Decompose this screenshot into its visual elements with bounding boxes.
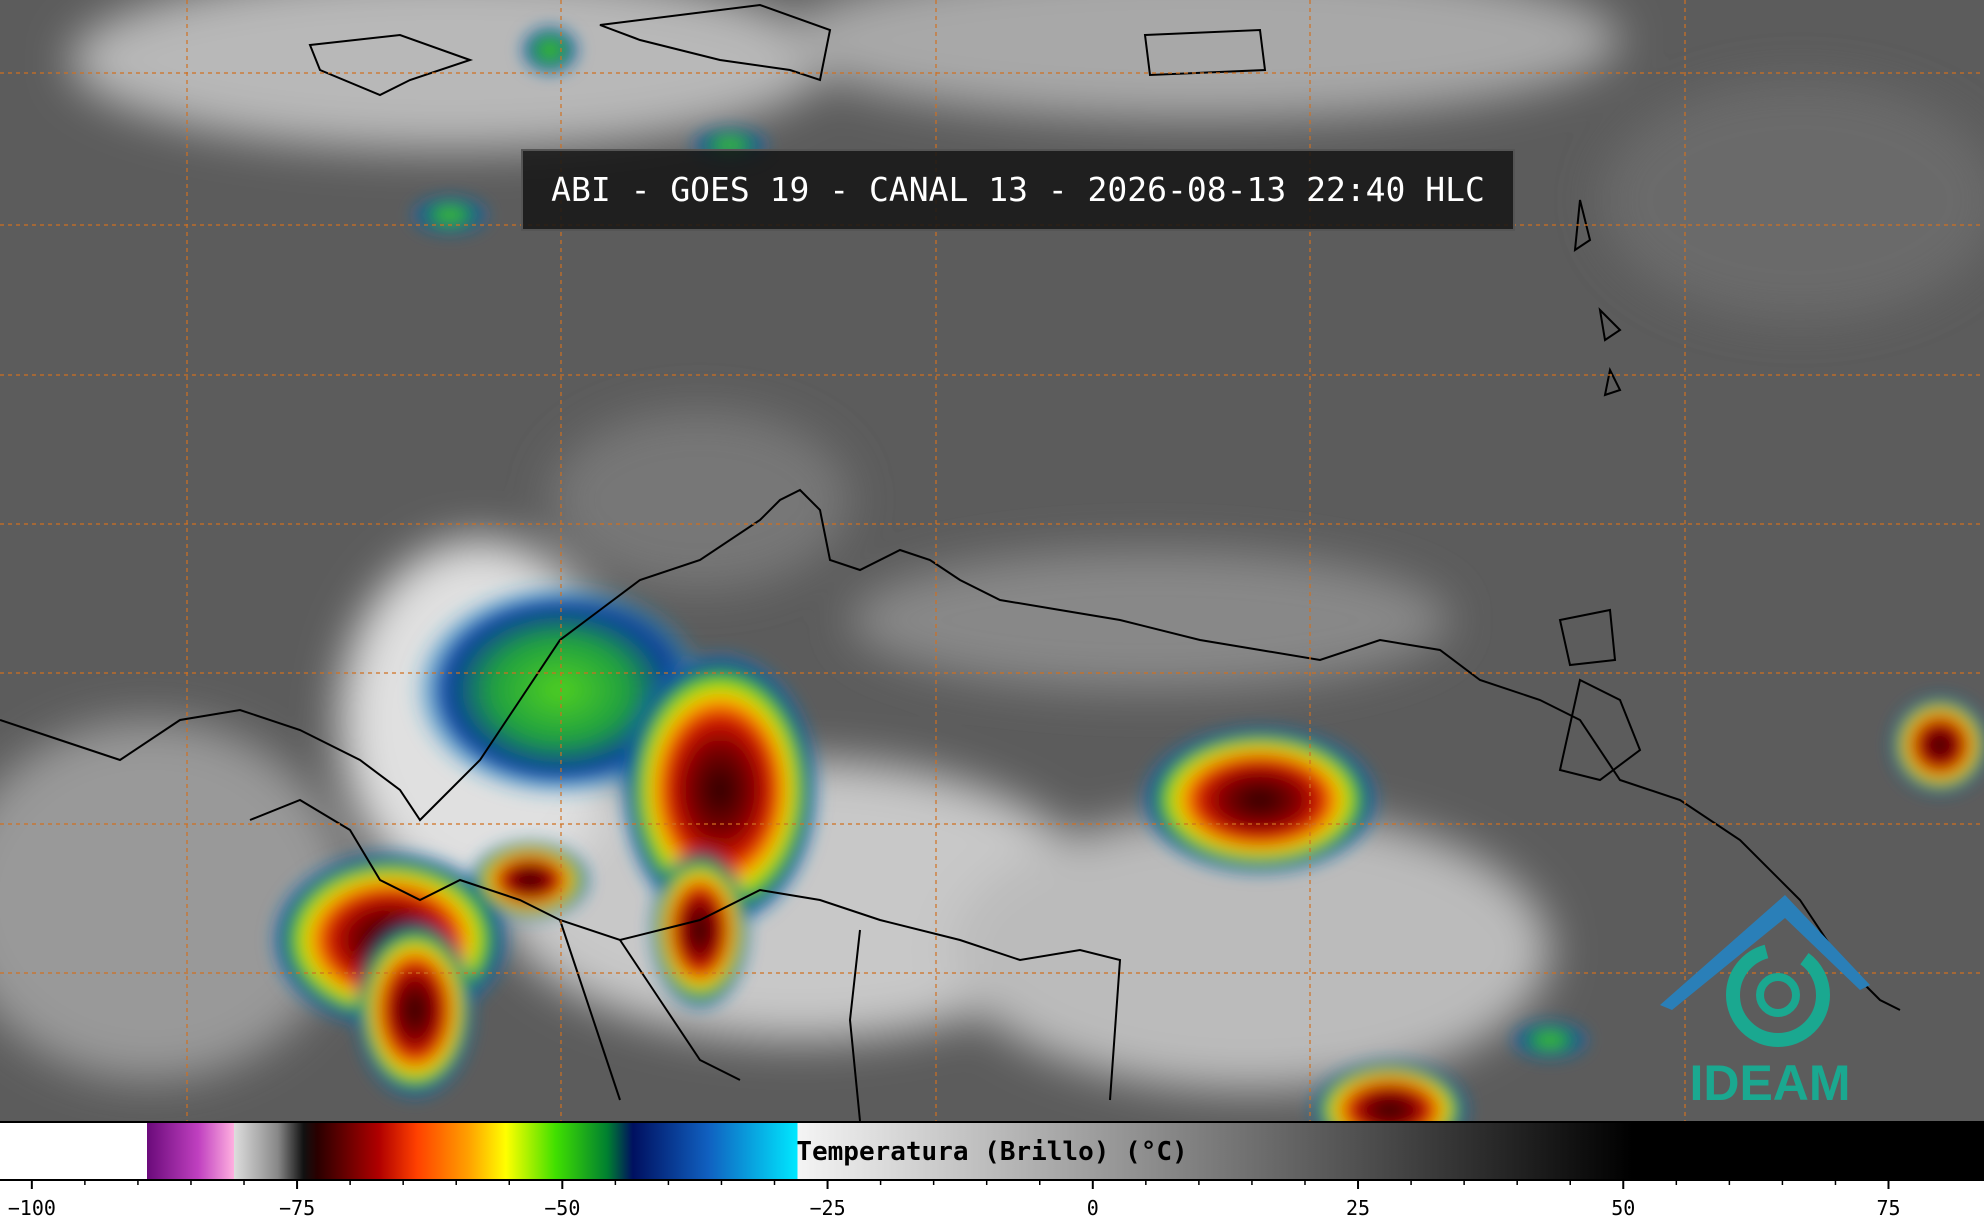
- colorbar-axis: −100 −75 −50 −25 0 25 50 75: [8, 1179, 1901, 1220]
- colorbar: [0, 1121, 1984, 1181]
- tick-label: −25: [809, 1196, 845, 1220]
- tick-label: 0: [1087, 1196, 1099, 1220]
- graticule: [0, 0, 1984, 1121]
- tick-label: 25: [1346, 1196, 1370, 1220]
- tick-label: 75: [1876, 1196, 1900, 1220]
- coastlines: [0, 3, 1901, 1121]
- tick-label: −50: [544, 1196, 580, 1220]
- title: ABI - GOES 19 - CANAL 13 - 2026-08-13 22…: [521, 149, 1515, 231]
- logo-swirl: [1726, 943, 1830, 1047]
- storms: [270, 25, 1984, 1121]
- colorbar-label: Temperatura (Brillo) (°C): [796, 1137, 1188, 1167]
- tick-label: 50: [1611, 1196, 1635, 1220]
- tick-label: −100: [8, 1196, 56, 1220]
- logo: IDEAM: [1660, 895, 1870, 1110]
- tick-label: −75: [279, 1196, 315, 1220]
- logo-roof: [1660, 895, 1870, 1010]
- logo-eye: [1756, 973, 1800, 1017]
- logo-text: IDEAM: [1689, 1055, 1850, 1110]
